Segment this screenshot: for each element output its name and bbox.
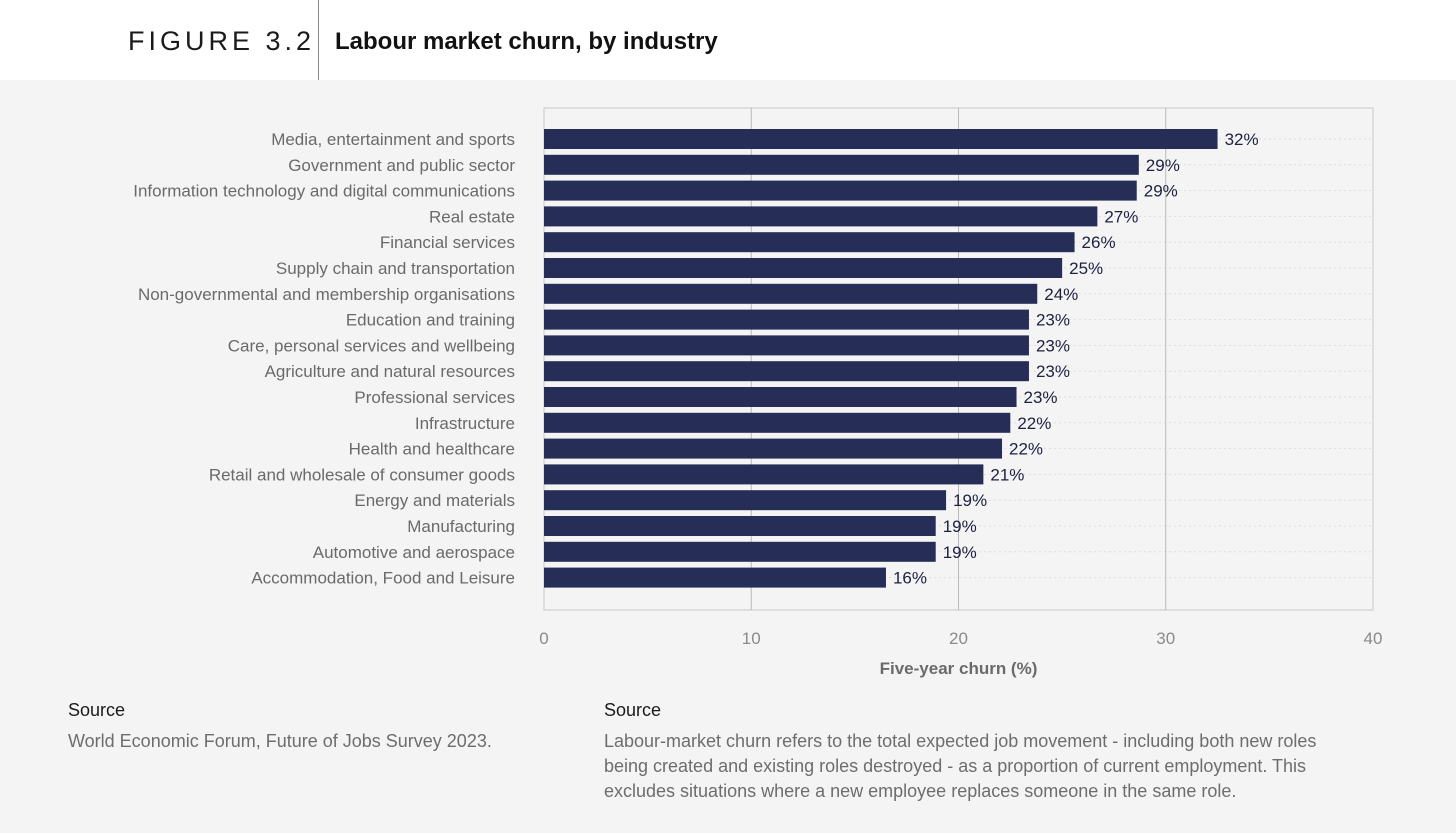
- source-block-1: Source World Economic Forum, Future of J…: [68, 700, 548, 754]
- bar: [544, 387, 1017, 407]
- bar: [544, 232, 1075, 253]
- category-label: Health and healthcare: [349, 440, 515, 459]
- source-text-1: World Economic Forum, Future of Jobs Sur…: [68, 731, 492, 751]
- category-label: Professional services: [354, 388, 515, 407]
- data-label: 23%: [1036, 311, 1070, 330]
- bar-chart: 32% Media, entertainment and sports 29% Gov…: [133, 107, 1383, 678]
- source-text-2: Labour-market churn refers to the total …: [604, 731, 1317, 801]
- figure-number: FIGURE 3.2: [128, 26, 316, 56]
- data-label: 27%: [1104, 207, 1138, 226]
- category-label: Real estate: [429, 207, 515, 226]
- bar: [544, 412, 1011, 433]
- category-label: Infrastructure: [415, 414, 515, 433]
- source-block-2: Source Labour-market churn refers to the…: [604, 700, 1364, 804]
- data-label: 23%: [1036, 362, 1070, 381]
- bar: [544, 309, 1029, 330]
- bar: [544, 154, 1139, 175]
- bar: [544, 129, 1218, 149]
- bar: [544, 541, 936, 562]
- category-label: Automotive and aerospace: [313, 543, 515, 562]
- bar: [544, 516, 936, 536]
- category-label: Information technology and digital commu…: [133, 182, 515, 201]
- category-label: Energy and materials: [354, 491, 515, 510]
- data-label: 24%: [1044, 285, 1078, 304]
- data-label: 23%: [1024, 388, 1058, 407]
- source-heading-1: Source: [68, 700, 126, 720]
- x-tick-label: 40: [1364, 629, 1383, 648]
- category-label: Education and training: [346, 311, 515, 330]
- x-tick-label: 10: [742, 629, 761, 648]
- bar: [544, 438, 1003, 459]
- category-label: Government and public sector: [288, 156, 515, 175]
- bar: [544, 567, 886, 588]
- category-label: Retail and wholesale of consumer goods: [209, 465, 515, 484]
- data-label: 26%: [1082, 233, 1116, 252]
- data-label: 25%: [1069, 259, 1103, 278]
- x-tick-label: 20: [949, 629, 968, 648]
- bar: [544, 283, 1038, 304]
- category-label: Supply chain and transportation: [276, 259, 515, 278]
- data-label: 29%: [1144, 182, 1178, 201]
- category-label: Non-governmental and membership organisa…: [138, 285, 515, 304]
- data-label: 19%: [943, 543, 977, 562]
- bar: [544, 335, 1029, 356]
- x-tick-label: 30: [1156, 629, 1175, 648]
- data-label: 22%: [1017, 414, 1051, 433]
- category-label: Agriculture and natural resources: [265, 362, 515, 381]
- data-label: 29%: [1146, 156, 1180, 175]
- category-label: Manufacturing: [407, 517, 515, 536]
- header-divider: [318, 0, 319, 80]
- x-axis-title: Five-year churn (%): [880, 659, 1038, 678]
- bar: [544, 464, 984, 485]
- x-tick-label: 0: [539, 629, 548, 648]
- data-label: 16%: [893, 569, 927, 588]
- data-label: 22%: [1009, 440, 1043, 459]
- category-label: Media, entertainment and sports: [271, 130, 515, 149]
- data-label: 23%: [1036, 336, 1070, 355]
- figure-title: Labour market churn, by industry: [335, 28, 718, 55]
- data-label: 21%: [990, 465, 1024, 484]
- source-heading-2: Source: [604, 700, 662, 720]
- data-label: 19%: [953, 491, 987, 510]
- bar: [544, 490, 947, 511]
- category-label: Care, personal services and wellbeing: [228, 336, 515, 355]
- bar: [544, 258, 1063, 278]
- bar: [544, 206, 1098, 227]
- category-label: Accommodation, Food and Leisure: [251, 569, 515, 588]
- bar: [544, 180, 1137, 201]
- category-label: Financial services: [380, 233, 515, 252]
- data-label: 32%: [1225, 130, 1259, 149]
- figure-header: FIGURE 3.2 Labour market churn, by indus…: [0, 0, 1456, 80]
- data-label: 19%: [943, 517, 977, 536]
- bar: [544, 361, 1029, 382]
